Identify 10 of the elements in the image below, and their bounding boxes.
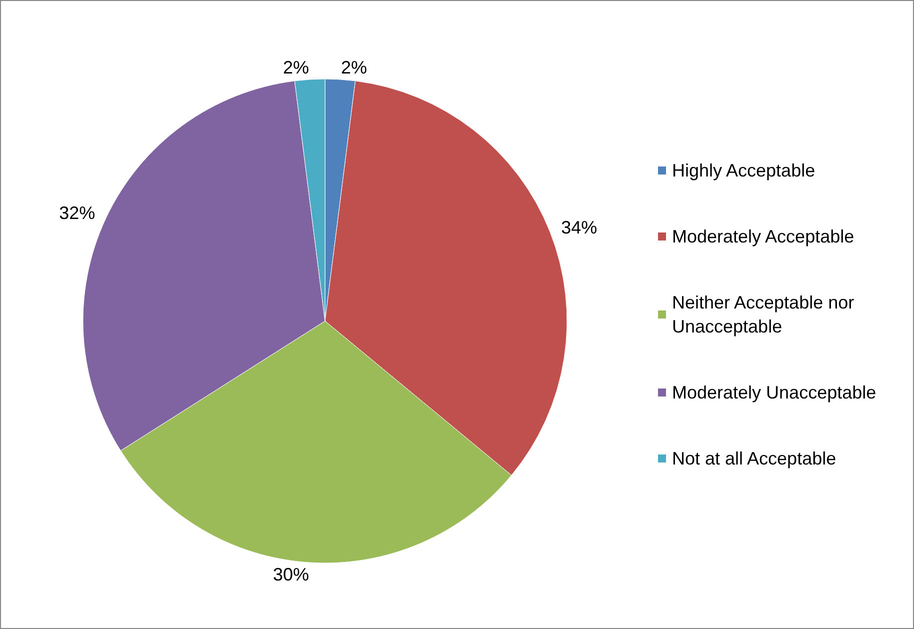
legend-label: Moderately Unacceptable: [672, 382, 876, 402]
data-label: 32%: [59, 202, 96, 223]
legend-label: Not at all Acceptable: [672, 448, 836, 468]
legend-label: Moderately Acceptable: [672, 226, 854, 246]
legend-label: Neither Acceptable nor Unacceptable: [672, 292, 860, 336]
data-label: 34%: [561, 217, 598, 238]
data-label: 30%: [273, 564, 310, 584]
data-label: 2%: [283, 58, 310, 78]
legend-label: Highly Acceptable: [672, 160, 816, 180]
data-label: 2%: [340, 58, 367, 78]
